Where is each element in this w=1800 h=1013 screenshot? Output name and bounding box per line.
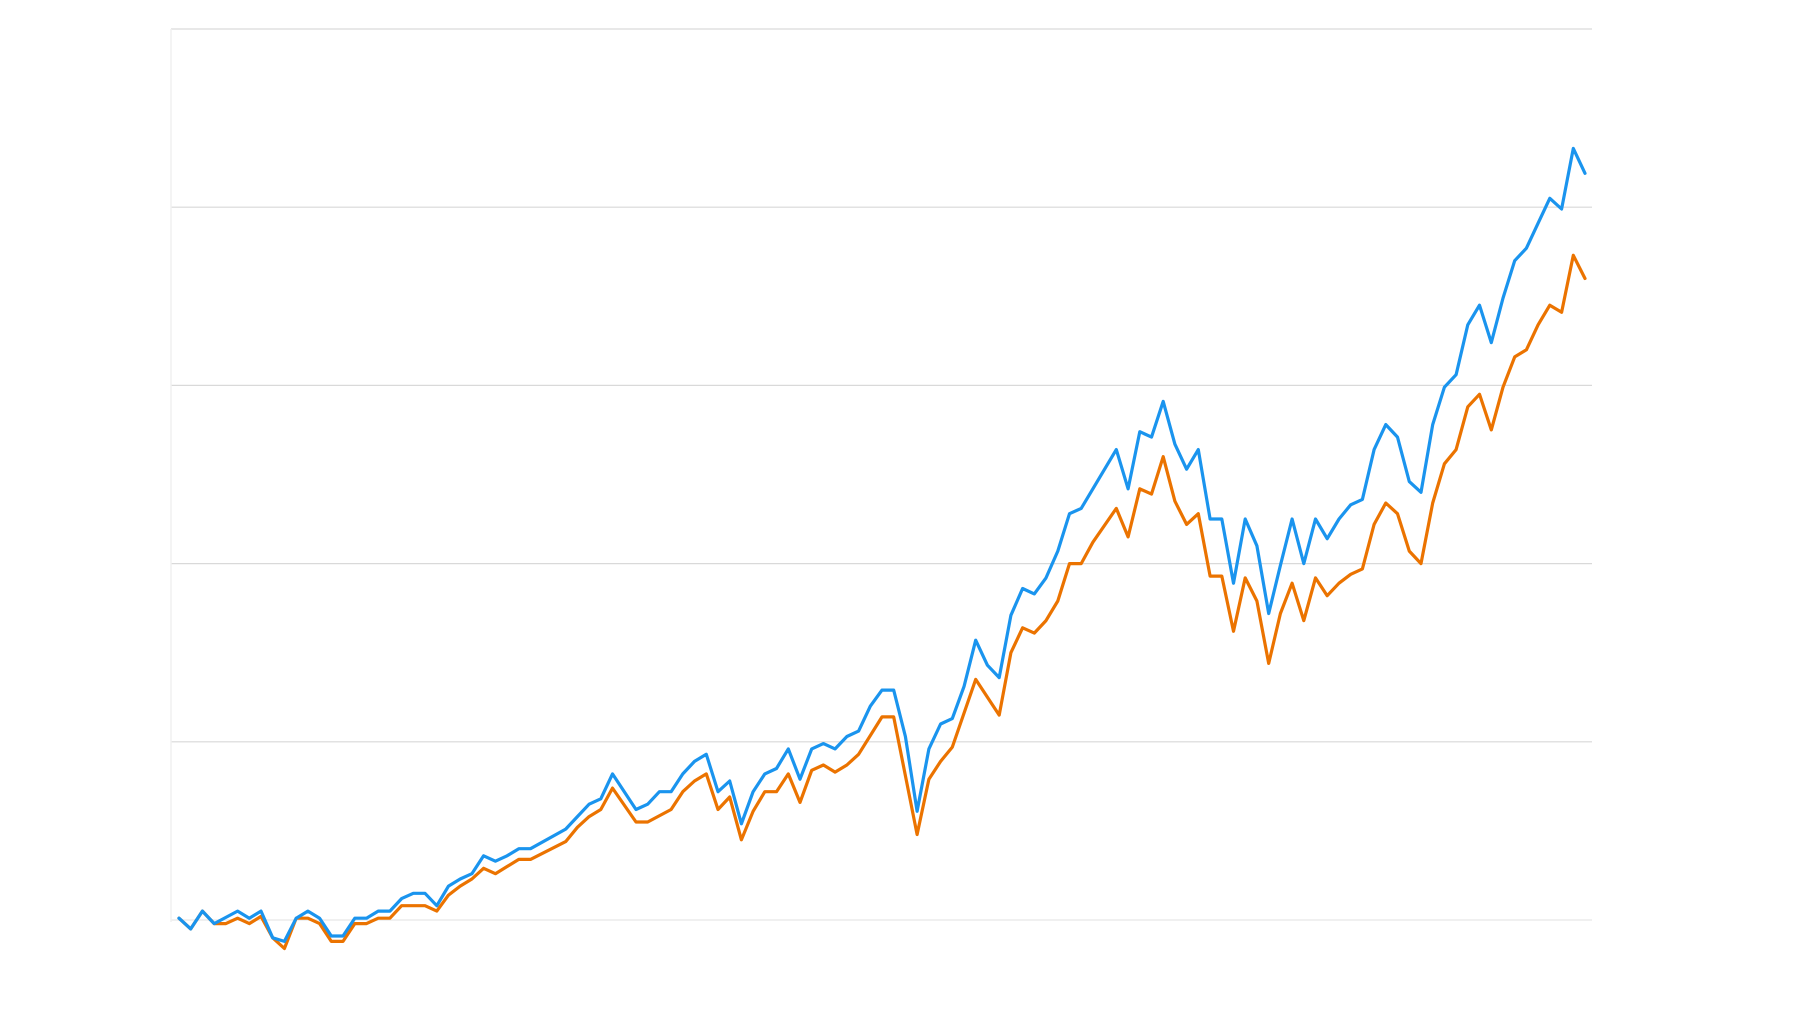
series-line-1 (177, 146, 1587, 944)
series-group (177, 146, 1587, 951)
series-line-2 (177, 253, 1587, 951)
gridlines (171, 28, 1592, 921)
